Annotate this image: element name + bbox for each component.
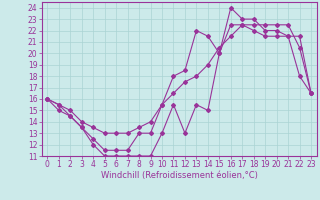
X-axis label: Windchill (Refroidissement éolien,°C): Windchill (Refroidissement éolien,°C) — [101, 171, 258, 180]
